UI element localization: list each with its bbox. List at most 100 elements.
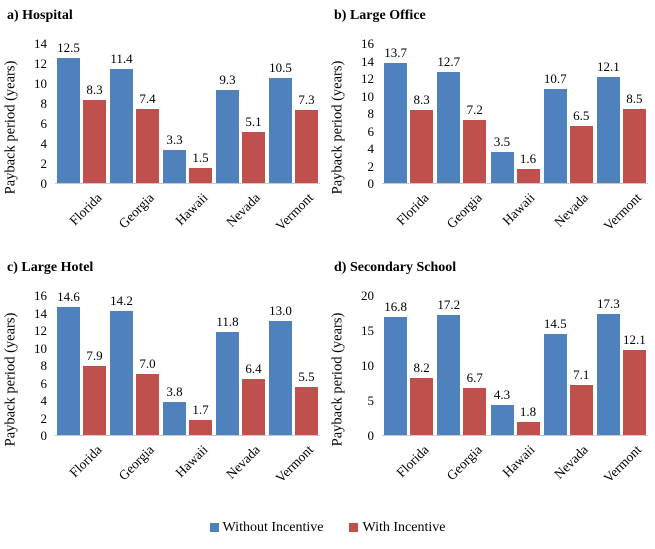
- y-axis-ticks: 14 12 10 8 6 4 2 0: [20, 36, 48, 191]
- bar-without-incentive-georgia: 11.4: [110, 51, 133, 183]
- bar-value-label: 12.7: [437, 53, 461, 69]
- bar-without-incentive-hawaii: 3.5: [490, 134, 514, 183]
- bar-without-incentive-nevada: 14.5: [543, 316, 567, 435]
- y-axis-tick: 8: [40, 96, 48, 111]
- x-axis-label-florida: Florida: [393, 190, 432, 229]
- x-axis-label-florida: Florida: [393, 442, 432, 481]
- y-axis-tick: 4: [40, 136, 48, 151]
- x-axis-label-georgia: Georgia: [443, 442, 485, 484]
- bar-without-incentive-florida: 12.5: [57, 40, 80, 183]
- bar-without-incentive-hawaii: 3.8: [163, 384, 186, 435]
- bar-with-incentive-nevada: 7.1: [569, 367, 593, 435]
- bar-without-incentive-georgia: 14.2: [110, 293, 133, 435]
- x-axis-label-georgia: Georgia: [115, 190, 158, 232]
- legend-swatch-with-incentive-icon: [349, 523, 359, 532]
- category-group-vermont: 13.0 5.5 Vermont: [267, 296, 320, 485]
- category-group-georgia: 14.2 7.0 Georgia: [108, 293, 161, 483]
- bar-value-label: 1.8: [519, 404, 537, 420]
- bar-value-label: 14.6: [57, 289, 80, 305]
- bar-value-label: 12.1: [597, 59, 620, 75]
- legend: Without Incentive With Incentive: [0, 506, 655, 549]
- bar-value-label: 3.5: [493, 134, 511, 150]
- legend-swatch-without-incentive-icon: [209, 523, 219, 532]
- bar-value-label: 8.3: [86, 82, 103, 97]
- bar-with-incentive-georgia: 7.2: [463, 102, 487, 183]
- category-group-nevada: 14.5 7.1 Nevada: [542, 296, 595, 482]
- bar-without-incentive-vermont: 10.5: [269, 60, 292, 183]
- category-group-nevada: 10.7 6.5 Nevada: [542, 44, 595, 230]
- bar-with-incentive-florida: 8.2: [410, 360, 434, 435]
- bar-with-incentive-georgia: 7.0: [136, 356, 159, 435]
- bar-without-incentive-florida: 14.6: [57, 289, 80, 435]
- x-axis-label-nevada: Nevada: [223, 442, 264, 482]
- bar-value-label: 7.4: [139, 91, 156, 106]
- bar-with-incentive-vermont: 7.3: [295, 92, 318, 183]
- category-group-vermont: 12.1 8.5 Vermont: [595, 44, 648, 233]
- category-group-georgia: 17.2 6.7 Georgia: [435, 296, 488, 483]
- bar-without-incentive-hawaii: 4.3: [490, 387, 514, 435]
- y-axis-label-text: Payback period (years): [329, 60, 346, 194]
- x-axis-label-hawaii: Hawaii: [499, 442, 538, 481]
- bar-value-label: 14.2: [110, 292, 133, 308]
- y-axis-tick: 14: [34, 36, 47, 51]
- bar-value-label: 6.7: [466, 370, 483, 386]
- bar-value-label: 13.7: [384, 45, 407, 61]
- y-axis-label: Payback period (years): [328, 38, 348, 216]
- bar-value-label: 7.1: [573, 367, 590, 383]
- plot-area: 16.8 8.2 Florida 17.2 6.7 Georgia 4.3 1.8 Hawaii…: [382, 296, 648, 485]
- bar-value-label: 9.3: [219, 72, 236, 87]
- y-axis-tick: 16: [34, 288, 47, 303]
- x-axis-label-nevada: Nevada: [551, 190, 591, 230]
- bar-without-incentive-vermont: 13.0: [269, 303, 292, 435]
- x-axis-label-hawaii: Hawaii: [171, 442, 211, 481]
- legend-label-with-incentive: With Incentive: [362, 519, 446, 535]
- y-axis-tick: 2: [40, 156, 48, 171]
- y-axis-tick: 0: [40, 428, 48, 443]
- charts-grid: a) Hospital Payback period (years) 14 12 10 8…: [1, 8, 655, 506]
- category-group-vermont: 10.5 7.3 Vermont: [267, 44, 320, 233]
- category-group-vermont: 17.3 12.1 Vermont: [595, 296, 648, 485]
- bar-without-incentive-nevada: 11.8: [216, 314, 239, 435]
- x-axis-label-vermont: Vermont: [272, 190, 317, 234]
- y-axis-tick: 0: [40, 176, 48, 191]
- bar-value-label: 7.3: [298, 92, 315, 107]
- y-axis-label-text: Payback period (years): [2, 312, 19, 446]
- legend-label-without-incentive: Without Incentive: [222, 519, 324, 535]
- y-axis-tick: 0: [367, 176, 375, 191]
- chart-title: b) Large Office: [334, 8, 426, 23]
- y-axis-tick: 5: [367, 393, 375, 408]
- y-axis-tick: 12: [34, 323, 47, 338]
- category-group-hawaii: 4.3 1.8 Hawaii: [488, 296, 541, 480]
- bar-without-incentive-vermont: 17.3: [596, 296, 620, 435]
- category-group-florida: 13.7 8.3 Florida: [382, 44, 435, 228]
- y-axis-ticks: 20 15 10 5 0: [347, 288, 375, 443]
- chart-panel-secondary-school: d) Secondary School Payback period (years…: [327, 252, 655, 506]
- bar-without-incentive-georgia: 17.2: [437, 297, 461, 435]
- bar-value-label: 1.5: [192, 150, 209, 165]
- bar-without-incentive-hawaii: 3.3: [163, 132, 186, 183]
- bar-value-label: 7.2: [466, 102, 483, 117]
- category-group-florida: 16.8 8.2 Florida: [382, 296, 435, 480]
- bar-value-label: 3.8: [166, 383, 183, 399]
- plot-area: 14.6 7.9 Florida 14.2 7.0 Georgia 3.8 1.7 Hawaii…: [55, 289, 320, 485]
- bar-value-label: 1.7: [192, 402, 209, 418]
- bar-with-incentive-nevada: 5.1: [242, 114, 265, 183]
- plot-area: 12.5 8.3 Florida 11.4 7.4 Georgia 3.3 1.5 Hawaii…: [55, 40, 320, 233]
- y-axis-label-text: Payback period (years): [329, 312, 346, 446]
- x-axis-label-hawaii: Hawaii: [499, 190, 538, 229]
- y-axis-label: Payback period (years): [328, 290, 348, 468]
- y-axis-tick: 14: [361, 53, 374, 69]
- category-group-nevada: 11.8 6.4 Nevada: [214, 296, 267, 482]
- bar-value-label: 10.5: [269, 60, 292, 75]
- bar-value-label: 14.5: [543, 315, 567, 331]
- bar-value-label: 7.0: [139, 355, 156, 371]
- bar-with-incentive-nevada: 6.4: [242, 361, 265, 435]
- y-axis-ticks: 16 14 12 10 8 6 4 2 0: [20, 288, 47, 443]
- legend-item-with-incentive: With Incentive: [349, 520, 445, 536]
- bar-value-label: 8.2: [413, 359, 430, 375]
- x-axis-label-nevada: Nevada: [223, 190, 264, 230]
- x-axis-label-vermont: Vermont: [272, 442, 317, 486]
- bar-value-label: 16.8: [384, 299, 407, 315]
- y-axis-tick: 10: [361, 88, 374, 104]
- y-axis-label: Payback period (years): [1, 290, 21, 468]
